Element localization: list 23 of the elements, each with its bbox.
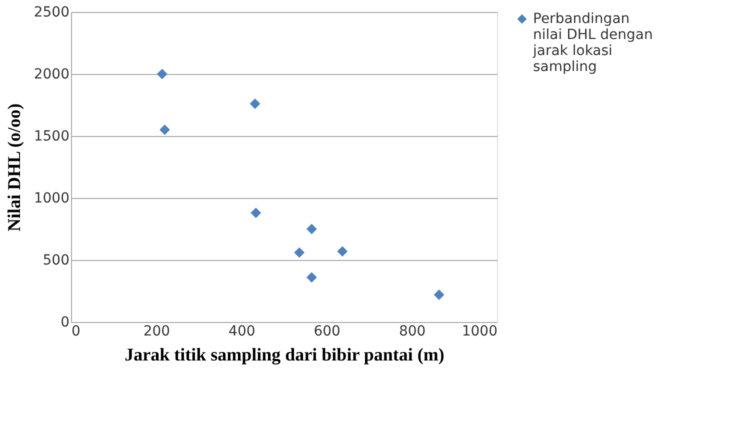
y-tick-label: 1500	[34, 128, 70, 144]
x-axis-title: Jarak titik sampling dari bibir pantai (m)	[124, 344, 444, 364]
point	[294, 247, 305, 258]
point	[156, 68, 168, 80]
y-tick-label: 2500	[34, 4, 70, 20]
point	[337, 246, 348, 257]
point	[306, 224, 317, 234]
x-tick-label: 400	[228, 324, 256, 340]
point	[159, 124, 170, 136]
x-tick-label: 200	[143, 324, 170, 340]
y-tick-label: 2000	[34, 66, 70, 82]
point	[250, 208, 262, 218]
y-axis-title: Nilai DHL (o/oo)	[4, 103, 24, 232]
legend-label: Perbandingan nilai DHL dengan jarak lokasi sampling	[532, 11, 653, 75]
y-tick-label: 1000	[34, 190, 70, 206]
point	[250, 98, 260, 110]
y-tick-label: 500	[42, 252, 70, 268]
point	[434, 289, 444, 300]
point	[306, 272, 317, 283]
x-tick-label: 0	[72, 324, 80, 340]
x-tick-label: 800	[398, 324, 426, 340]
x-tick-label: 1000	[462, 324, 498, 340]
x-tick-label: 600	[314, 324, 340, 340]
